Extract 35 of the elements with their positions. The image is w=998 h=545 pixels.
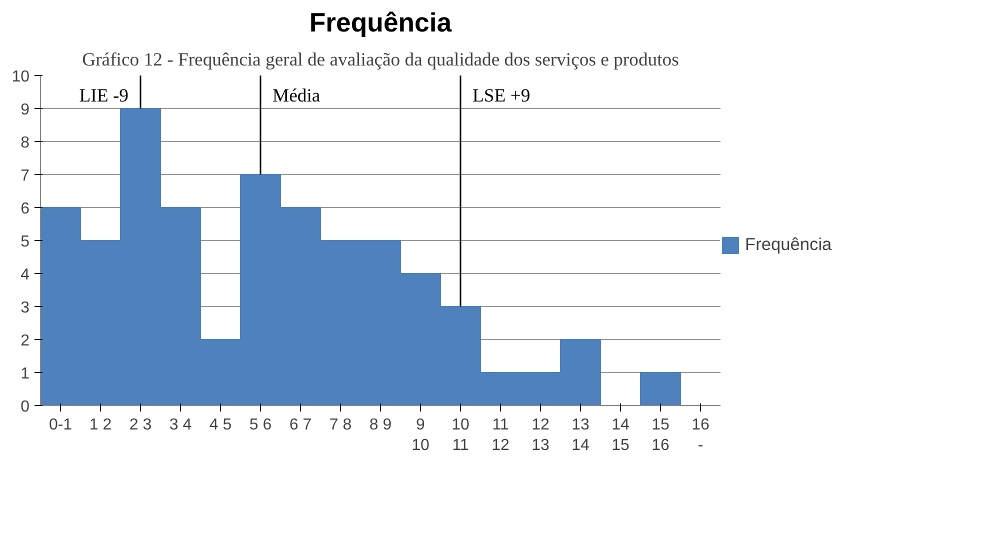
y-tick-label: 6: [20, 200, 30, 218]
annotation: LSE +9: [472, 85, 530, 106]
x-tick-label: 1 2: [89, 416, 112, 434]
x-tick-label: 6 7: [289, 416, 312, 434]
y-tick-label: 10: [12, 68, 30, 86]
x-tick-label: 14 15: [612, 416, 630, 454]
x-tick-label: 7 8: [329, 416, 352, 434]
chart-title: Gráfico 12 - Frequência geral de avaliação da qualidade dos serviços e produtos: [82, 50, 679, 70]
bar: [640, 372, 681, 406]
x-tick-label: 13 14: [572, 416, 590, 454]
x-tick-label: 15 16: [652, 416, 670, 454]
x-tick-label: 0-1: [48, 416, 72, 434]
x-tick-label: 12 13: [532, 416, 550, 454]
y-tick-label: 4: [20, 266, 30, 284]
y-tick-label: 1: [20, 366, 30, 382]
annotation: LIE -9: [79, 85, 129, 106]
x-tick-label: 5 6: [249, 416, 272, 434]
legend-label: Frequência: [745, 234, 832, 255]
x-tick-label: 8 9: [369, 416, 392, 434]
y-tick-label: 0: [20, 398, 30, 416]
y-tick-label: 9: [20, 102, 30, 118]
x-tick-label: 3 4: [169, 416, 192, 434]
y-tick-label: 5: [20, 234, 30, 250]
y-tick-label: 3: [20, 300, 30, 316]
chart-subtitle: Frequência: [309, 8, 452, 38]
x-tick-label: 9 10: [412, 416, 430, 454]
annotation: Média: [272, 85, 321, 106]
x-tick-label: 16 -: [692, 416, 710, 454]
x-tick-label: 4 5: [209, 416, 232, 434]
y-tick-label: 2: [20, 332, 30, 350]
x-tick-label: 11 12: [492, 416, 510, 454]
x-tick-label: 10 11: [452, 416, 470, 454]
y-tick-label: 7: [20, 168, 30, 184]
x-tick-label: 2 3: [129, 416, 152, 434]
y-tick-label: 8: [20, 134, 30, 152]
